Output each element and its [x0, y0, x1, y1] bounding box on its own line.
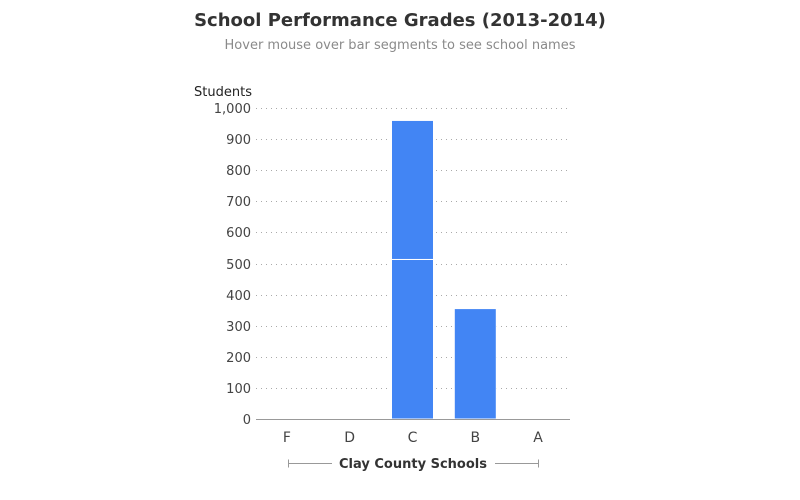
y-tick-label: 400 — [226, 289, 251, 304]
y-tick-label: 700 — [226, 195, 251, 210]
y-axis-label: Students — [194, 85, 252, 100]
y-tick-label: 200 — [226, 351, 251, 366]
y-tick-label: 0 — [243, 413, 251, 428]
x-tick-label: F — [283, 430, 291, 446]
chart-subtitle: Hover mouse over bar segments to see sch… — [224, 38, 576, 53]
y-axis-ticks: 0 100 200 300 400 500 600 700 800 900 1,000 — [214, 102, 251, 428]
bars — [391, 119, 497, 420]
y-tick-label: 300 — [226, 320, 251, 335]
x-axis-label: Clay County Schools — [339, 457, 487, 472]
x-tick-label: A — [533, 430, 543, 446]
y-tick-label: 100 — [226, 382, 251, 397]
y-tick-label: 1,000 — [214, 102, 251, 117]
chart-title: School Performance Grades (2013-2014) — [194, 10, 606, 31]
x-tick-label: B — [470, 430, 480, 446]
y-tick-label: 500 — [226, 258, 251, 273]
y-tick-label: 900 — [226, 133, 251, 148]
x-tick-label: C — [408, 430, 418, 446]
bar-segment-b — [453, 308, 497, 420]
x-axis-title-group: Clay County Schools — [288, 457, 539, 472]
bar-segment-c — [391, 119, 434, 260]
bar-segment-c — [391, 258, 434, 420]
y-tick-label: 600 — [226, 226, 251, 241]
y-tick-label: 800 — [226, 164, 251, 179]
x-tick-label: D — [344, 430, 355, 446]
